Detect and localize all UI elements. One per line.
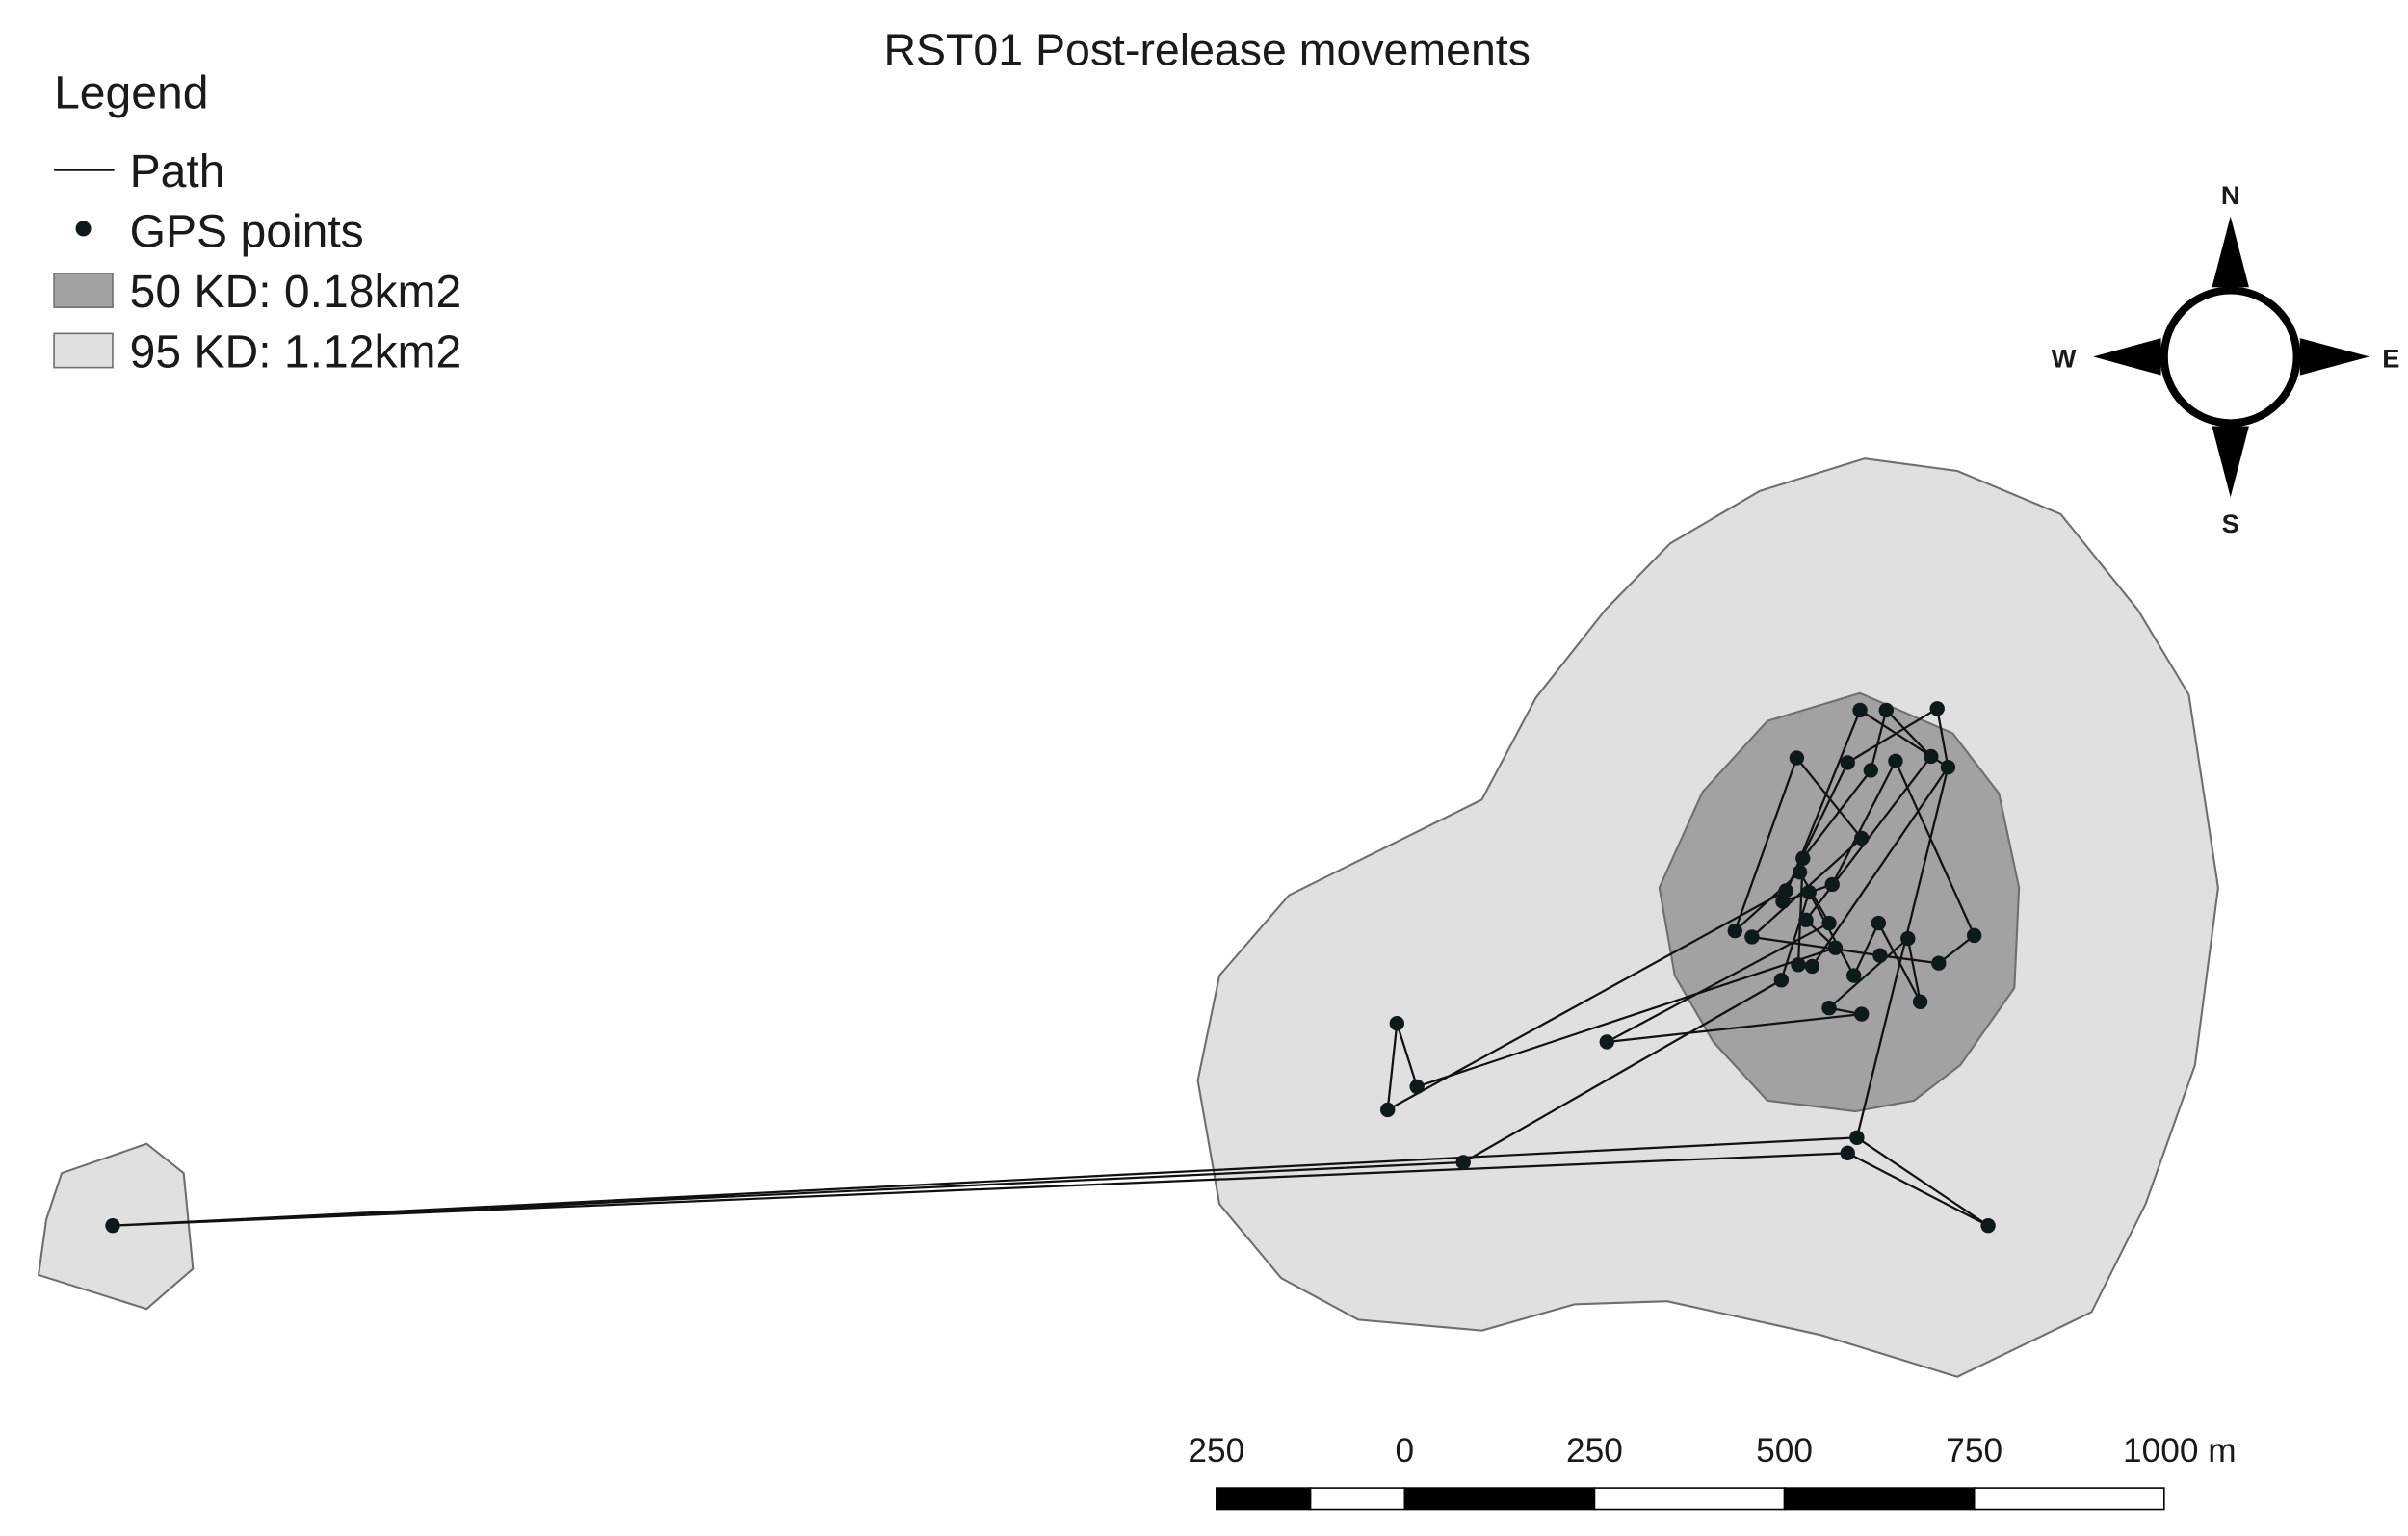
scale-label: 1000 m	[2123, 1432, 2237, 1470]
gps-point	[1878, 702, 1895, 718]
gps-point	[1409, 1079, 1425, 1095]
legend-kd95-label: 95 KD: 1.12km2	[130, 326, 462, 378]
gps-point	[1871, 915, 1887, 931]
scale-label: 250	[1566, 1432, 1623, 1470]
gps-point	[1789, 750, 1805, 766]
scale-label: 0	[1396, 1432, 1415, 1470]
compass-north-arrow	[2212, 216, 2249, 288]
gps-point	[1840, 1145, 1855, 1161]
gps-point	[1931, 955, 1947, 971]
legend-kd95-swatch	[53, 332, 114, 369]
gps-point	[1849, 1130, 1865, 1146]
scale-seg	[1403, 1487, 1596, 1511]
gps-point	[1744, 929, 1760, 945]
gps-point	[1389, 1016, 1405, 1031]
gps-point	[1778, 883, 1793, 898]
compass-n: N	[2221, 180, 2240, 210]
gps-point	[1840, 755, 1855, 770]
legend-kd50-swatch	[53, 273, 114, 308]
gps-point	[1599, 1034, 1614, 1050]
legend: Legend Path GPS points 50 KD: 0.18km2 95…	[53, 66, 462, 378]
gps-point	[1792, 864, 1808, 880]
map-title: RST01 Post-release movements	[883, 25, 1530, 75]
scale-seg	[1973, 1487, 2165, 1511]
gps-point	[1852, 702, 1868, 718]
legend-path-label: Path	[130, 145, 225, 197]
gps-point	[1791, 957, 1806, 973]
gps-point	[1727, 923, 1742, 939]
compass-e: E	[2382, 344, 2399, 374]
scale-seg	[1593, 1487, 1786, 1511]
legend-kd50-label: 50 KD: 0.18km2	[130, 266, 462, 318]
gps-point	[1821, 1001, 1837, 1016]
gps-point	[1966, 927, 1982, 944]
scale-seg	[1309, 1487, 1406, 1511]
gps-point	[1380, 1102, 1396, 1118]
gps-point	[1845, 968, 1862, 983]
compass-rose: N S W E	[2052, 180, 2400, 538]
gps-point	[1863, 763, 1878, 778]
compass-w: W	[2052, 344, 2077, 374]
scale-label: 750	[1946, 1432, 2002, 1470]
compass-south-arrow	[2212, 426, 2249, 498]
gps-point	[1853, 1006, 1870, 1022]
gps-point	[1980, 1217, 1996, 1234]
gps-point	[1924, 748, 1939, 765]
gps-point	[1912, 994, 1928, 1009]
gps-point	[1888, 753, 1903, 768]
movement-path	[111, 707, 1990, 1227]
gps-point	[105, 1217, 120, 1234]
legend-heading: Legend	[54, 66, 208, 118]
legend-point-swatch	[75, 221, 92, 237]
compass-circle	[2159, 286, 2301, 428]
map-layers	[37, 457, 2219, 1378]
gps-point	[1798, 912, 1814, 928]
gps-point	[1455, 1155, 1471, 1170]
legend-points-label: GPS points	[130, 206, 364, 258]
gps-point	[1872, 948, 1888, 963]
scale-label: 250	[1188, 1432, 1244, 1470]
scale-bar: 250 0 250 500 750 1000 m	[1188, 1432, 2237, 1511]
gps-point	[1940, 760, 1956, 775]
compass-west-arrow	[2093, 338, 2161, 376]
gps-point	[1929, 701, 1945, 716]
gps-point	[1827, 940, 1844, 955]
gps-point	[1853, 830, 1870, 846]
compass-east-arrow	[2299, 338, 2369, 376]
scale-label: 500	[1756, 1432, 1813, 1470]
kd50-polygon	[1658, 691, 2021, 1113]
gps-point	[1821, 915, 1837, 931]
scale-seg	[1216, 1487, 1312, 1511]
compass-s: S	[2222, 508, 2239, 538]
scale-seg	[1783, 1487, 1976, 1511]
gps-point	[1801, 884, 1817, 900]
gps-point	[1900, 930, 1916, 947]
gps-point	[1804, 958, 1820, 975]
gps-point	[1824, 876, 1840, 893]
gps-point	[1773, 973, 1790, 988]
gps-point	[1795, 850, 1811, 866]
